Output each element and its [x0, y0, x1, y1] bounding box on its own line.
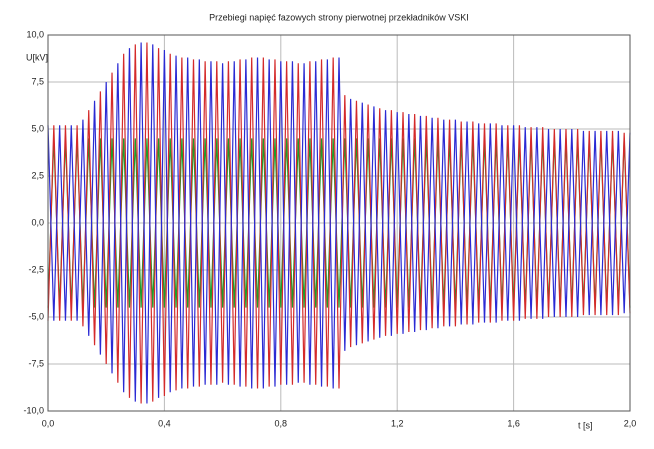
x-tick-label: 1,6 — [507, 418, 520, 428]
y-tick-label: 2,5 — [31, 170, 44, 180]
series-line — [47, 42, 631, 404]
chart-title: Przebiegi napięć fazowych strony pierwot… — [209, 12, 469, 22]
y-tick-label: 0,0 — [31, 217, 44, 227]
y-tick-label: -7,5 — [28, 358, 44, 368]
x-tick-label: 1,2 — [391, 418, 404, 428]
y-tick-label: 5,0 — [31, 123, 44, 133]
x-axis-label: t [s] — [578, 420, 593, 430]
plot-frame — [47, 34, 631, 412]
y-tick-label: 7,5 — [31, 76, 44, 86]
x-tick-label: 0,8 — [275, 418, 288, 428]
y-axis-label: U[kV] — [26, 52, 48, 62]
x-tick-label: 2,0 — [624, 418, 637, 428]
series-line — [47, 42, 631, 404]
x-tick-label: 0,4 — [158, 418, 171, 428]
x-tick-label: 0,0 — [42, 418, 55, 428]
y-tick-label: -10,0 — [23, 405, 44, 415]
y-tick-label: -5,0 — [28, 311, 44, 321]
y-tick-label: -2,5 — [28, 264, 44, 274]
y-tick-label: 10,0 — [26, 29, 44, 39]
